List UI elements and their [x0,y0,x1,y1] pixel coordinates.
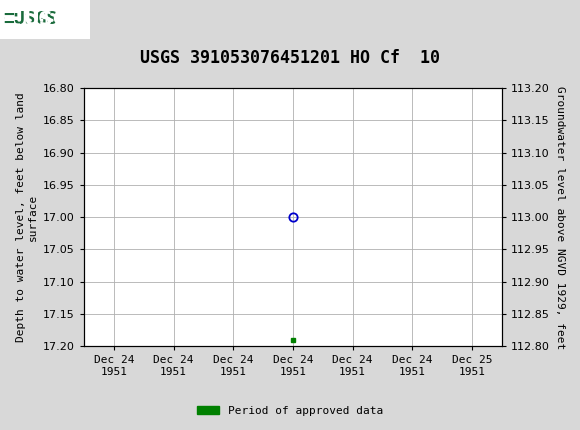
Text: ≡: ≡ [3,5,21,34]
Bar [0,0,90,39]
Text: USGS 391053076451201 HO Cf  10: USGS 391053076451201 HO Cf 10 [140,49,440,67]
Y-axis label: Depth to water level, feet below land
surface: Depth to water level, feet below land su… [16,92,38,342]
Text: ≡USGS: ≡USGS [3,10,57,28]
Legend: Period of approved data: Period of approved data [193,401,387,420]
FancyBboxPatch shape [3,3,72,36]
Y-axis label: Groundwater level above NGVD 1929, feet: Groundwater level above NGVD 1929, feet [555,86,565,349]
Text: USGS: USGS [23,10,83,29]
